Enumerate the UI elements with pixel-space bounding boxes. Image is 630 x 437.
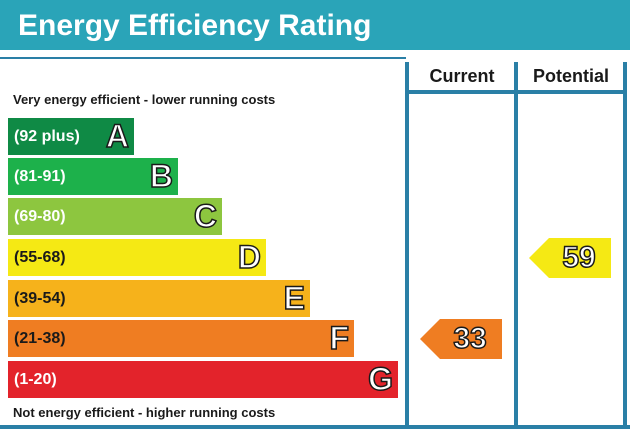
potential-rating-arrow: 59 bbox=[529, 238, 611, 278]
band-range-label: (81-91) bbox=[14, 168, 66, 185]
band-letter: B bbox=[149, 157, 174, 195]
band-letter: D bbox=[237, 238, 262, 276]
band-letter: G bbox=[367, 360, 393, 398]
band-range-label: (55-68) bbox=[14, 249, 66, 266]
band-letter: C bbox=[193, 197, 218, 235]
band-b: (81-91) B bbox=[8, 157, 178, 195]
page-title: Energy Efficiency Rating bbox=[18, 9, 372, 42]
band-range-label: (1-20) bbox=[14, 371, 57, 388]
bottom-caption: Not energy efficient - higher running co… bbox=[13, 405, 276, 420]
current-rating-value: 33 bbox=[453, 321, 488, 356]
potential-arrow-shape bbox=[529, 238, 611, 278]
band-letter: A bbox=[105, 117, 130, 155]
current-arrow-shape bbox=[420, 319, 502, 359]
band-range-label: (21-38) bbox=[14, 330, 66, 347]
band-letter: E bbox=[283, 279, 306, 317]
band-g: (1-20) G bbox=[8, 360, 398, 398]
top-caption: Very energy efficient - lower running co… bbox=[13, 92, 276, 107]
current-rating-arrow: 33 bbox=[420, 319, 502, 359]
band-c: (69-80) C bbox=[8, 197, 222, 235]
band-a: (92 plus) A bbox=[8, 117, 134, 155]
potential-rating-value: 59 bbox=[562, 240, 597, 275]
band-range-label: (39-54) bbox=[14, 290, 66, 307]
current-column-header: Current bbox=[429, 66, 495, 86]
band-letter: F bbox=[329, 319, 350, 357]
potential-column-header: Potential bbox=[532, 66, 609, 86]
band-d: (55-68) D bbox=[8, 238, 266, 276]
band-f: (21-38) F bbox=[8, 319, 354, 357]
title-bar: Energy Efficiency Rating bbox=[0, 0, 630, 50]
band-range-label: (92 plus) bbox=[14, 128, 80, 145]
band-e: (39-54) E bbox=[8, 279, 310, 317]
band-range-label: (69-80) bbox=[14, 208, 66, 225]
